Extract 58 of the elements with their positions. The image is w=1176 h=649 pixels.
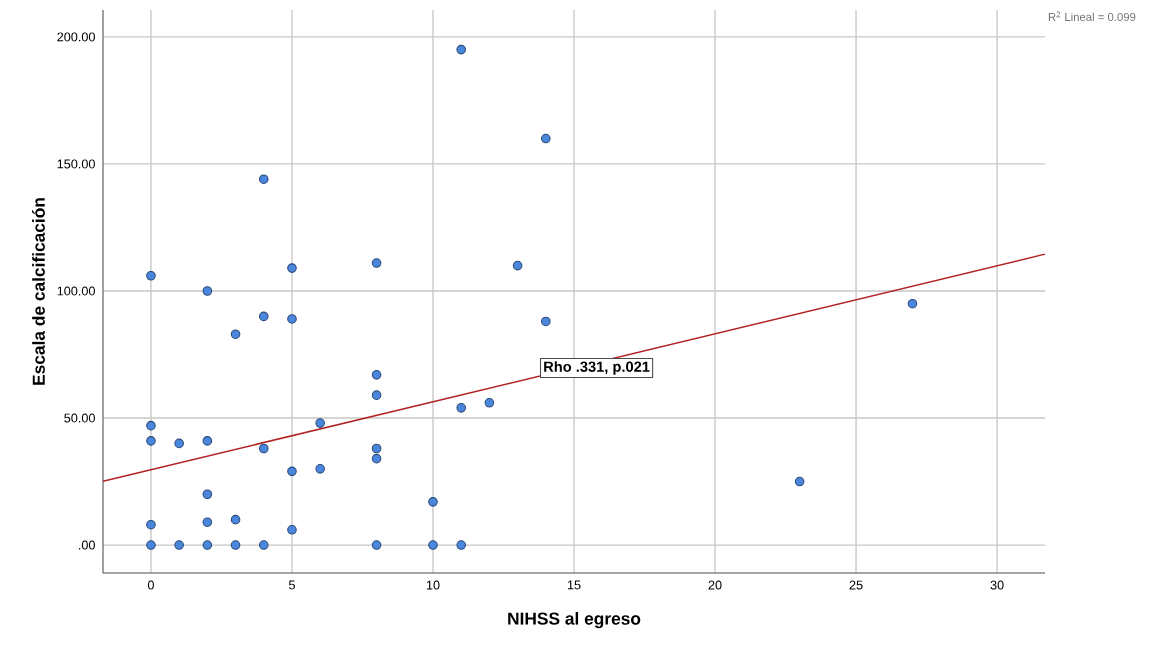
point	[202, 540, 213, 550]
point	[258, 311, 269, 322]
x-tick-label: 20	[708, 580, 722, 590]
x-tick-label: 15	[567, 580, 581, 590]
point	[146, 436, 156, 446]
point	[371, 390, 382, 400]
point	[230, 329, 241, 339]
point	[484, 397, 495, 408]
y-tick-label: 200.00	[57, 32, 95, 42]
y-tick-label: 150.00	[57, 159, 95, 169]
annotation: Rho .331, p.021	[544, 361, 650, 375]
y-axis-title: Escala de calcificación	[32, 198, 45, 385]
point	[371, 443, 382, 454]
point	[287, 466, 297, 477]
point	[512, 260, 523, 271]
text: R$^{2}$ Lineal = 0.099	[1048, 11, 1136, 21]
point	[174, 540, 184, 550]
point	[287, 314, 297, 324]
point	[456, 403, 466, 413]
x-tick-label: 10	[426, 580, 440, 590]
point	[230, 514, 241, 525]
point	[541, 316, 551, 327]
point	[541, 133, 551, 144]
point	[287, 525, 297, 535]
point	[202, 436, 213, 446]
point	[287, 263, 297, 273]
point	[146, 420, 156, 431]
point	[258, 540, 269, 550]
point	[371, 540, 382, 550]
point	[258, 443, 269, 454]
x-tick-label: 25	[849, 580, 863, 590]
point	[202, 489, 213, 500]
point	[258, 174, 269, 184]
y-tick-label: 50.00	[64, 413, 95, 423]
point	[230, 540, 241, 550]
x-tick-label: 30	[990, 580, 1004, 590]
point	[315, 464, 325, 474]
y-tick-label: .00	[78, 540, 95, 550]
point	[202, 286, 213, 296]
point	[146, 540, 156, 550]
point	[371, 370, 382, 380]
point	[794, 476, 805, 487]
x-tick-label: 0	[147, 580, 154, 590]
y-tick-label: 100.00	[57, 286, 95, 296]
point	[371, 258, 382, 268]
point	[456, 540, 466, 550]
point	[146, 519, 156, 530]
point	[174, 438, 184, 449]
x-axis-title: NIHSS al egreso	[508, 612, 641, 629]
point	[146, 270, 156, 281]
x-tick-label: 5	[288, 580, 295, 590]
point	[202, 517, 213, 527]
point	[456, 44, 466, 55]
point	[428, 540, 438, 550]
point	[371, 453, 382, 464]
point	[315, 418, 325, 428]
point	[428, 497, 438, 507]
point	[907, 298, 918, 309]
